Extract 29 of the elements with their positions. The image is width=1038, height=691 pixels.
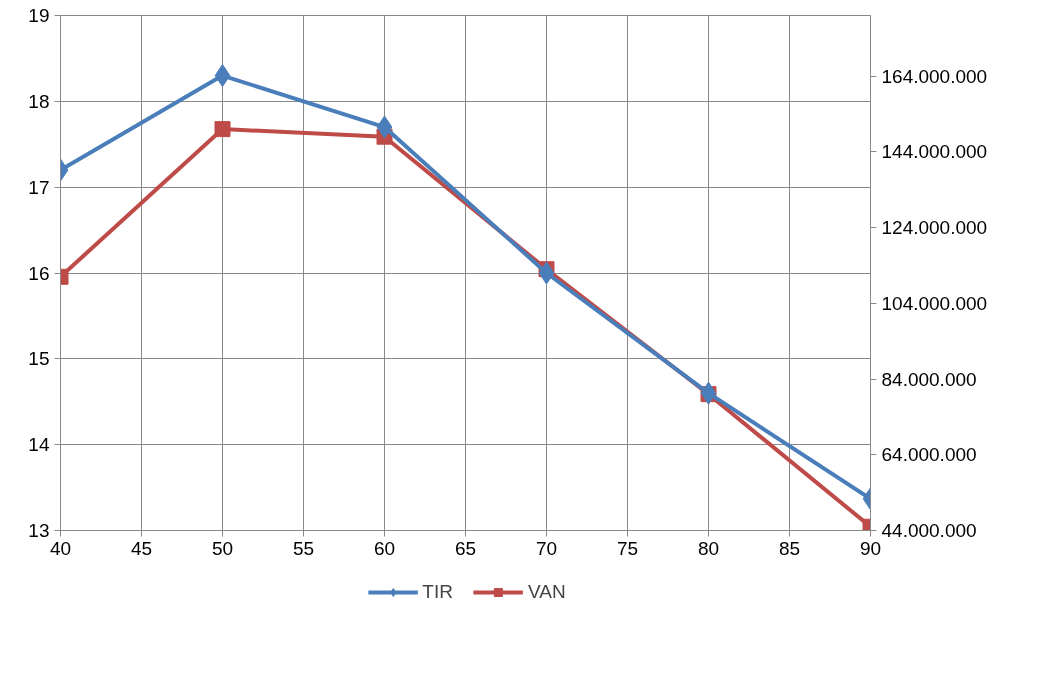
y-tick-label: 16 xyxy=(28,262,50,284)
y-tick-label: 13 xyxy=(28,520,50,541)
x-tick-label: 40 xyxy=(49,537,72,559)
point xyxy=(376,115,393,139)
y2-tick-label: 164.000.000 xyxy=(881,65,988,87)
y-tick-label: 14 xyxy=(28,434,50,456)
y2-tick-label: 104.000.000 xyxy=(881,292,988,314)
x-tick-label: 60 xyxy=(373,537,396,559)
x-tick-label: 55 xyxy=(292,537,315,559)
y2-tick-label: 84.000.000 xyxy=(881,368,977,390)
legend-label: VAN xyxy=(527,581,566,603)
point xyxy=(538,261,555,285)
y2-tick-label: 44.000.000 xyxy=(881,520,977,541)
x-tick-label: 50 xyxy=(211,537,234,559)
y-tick-label: 19 xyxy=(28,5,50,26)
y2-tick-label: 144.000.000 xyxy=(881,141,988,163)
y-tick-label: 15 xyxy=(28,348,50,370)
x-tick-label: 65 xyxy=(454,537,477,559)
legend-label: TIR xyxy=(422,581,453,603)
x-tick-label: 80 xyxy=(697,537,720,559)
y-tick-label: 17 xyxy=(28,176,50,198)
x-tick-label: 45 xyxy=(130,537,153,559)
y-tick-label: 18 xyxy=(28,90,50,112)
x-tick-label: 75 xyxy=(616,537,639,559)
y2-tick-label: 124.000.000 xyxy=(881,217,988,239)
x-tick-label: 90 xyxy=(859,537,882,559)
y2-tick-label: 64.000.000 xyxy=(881,444,977,466)
x-tick-label: 85 xyxy=(778,537,801,559)
x-tick-label: 70 xyxy=(535,537,558,559)
